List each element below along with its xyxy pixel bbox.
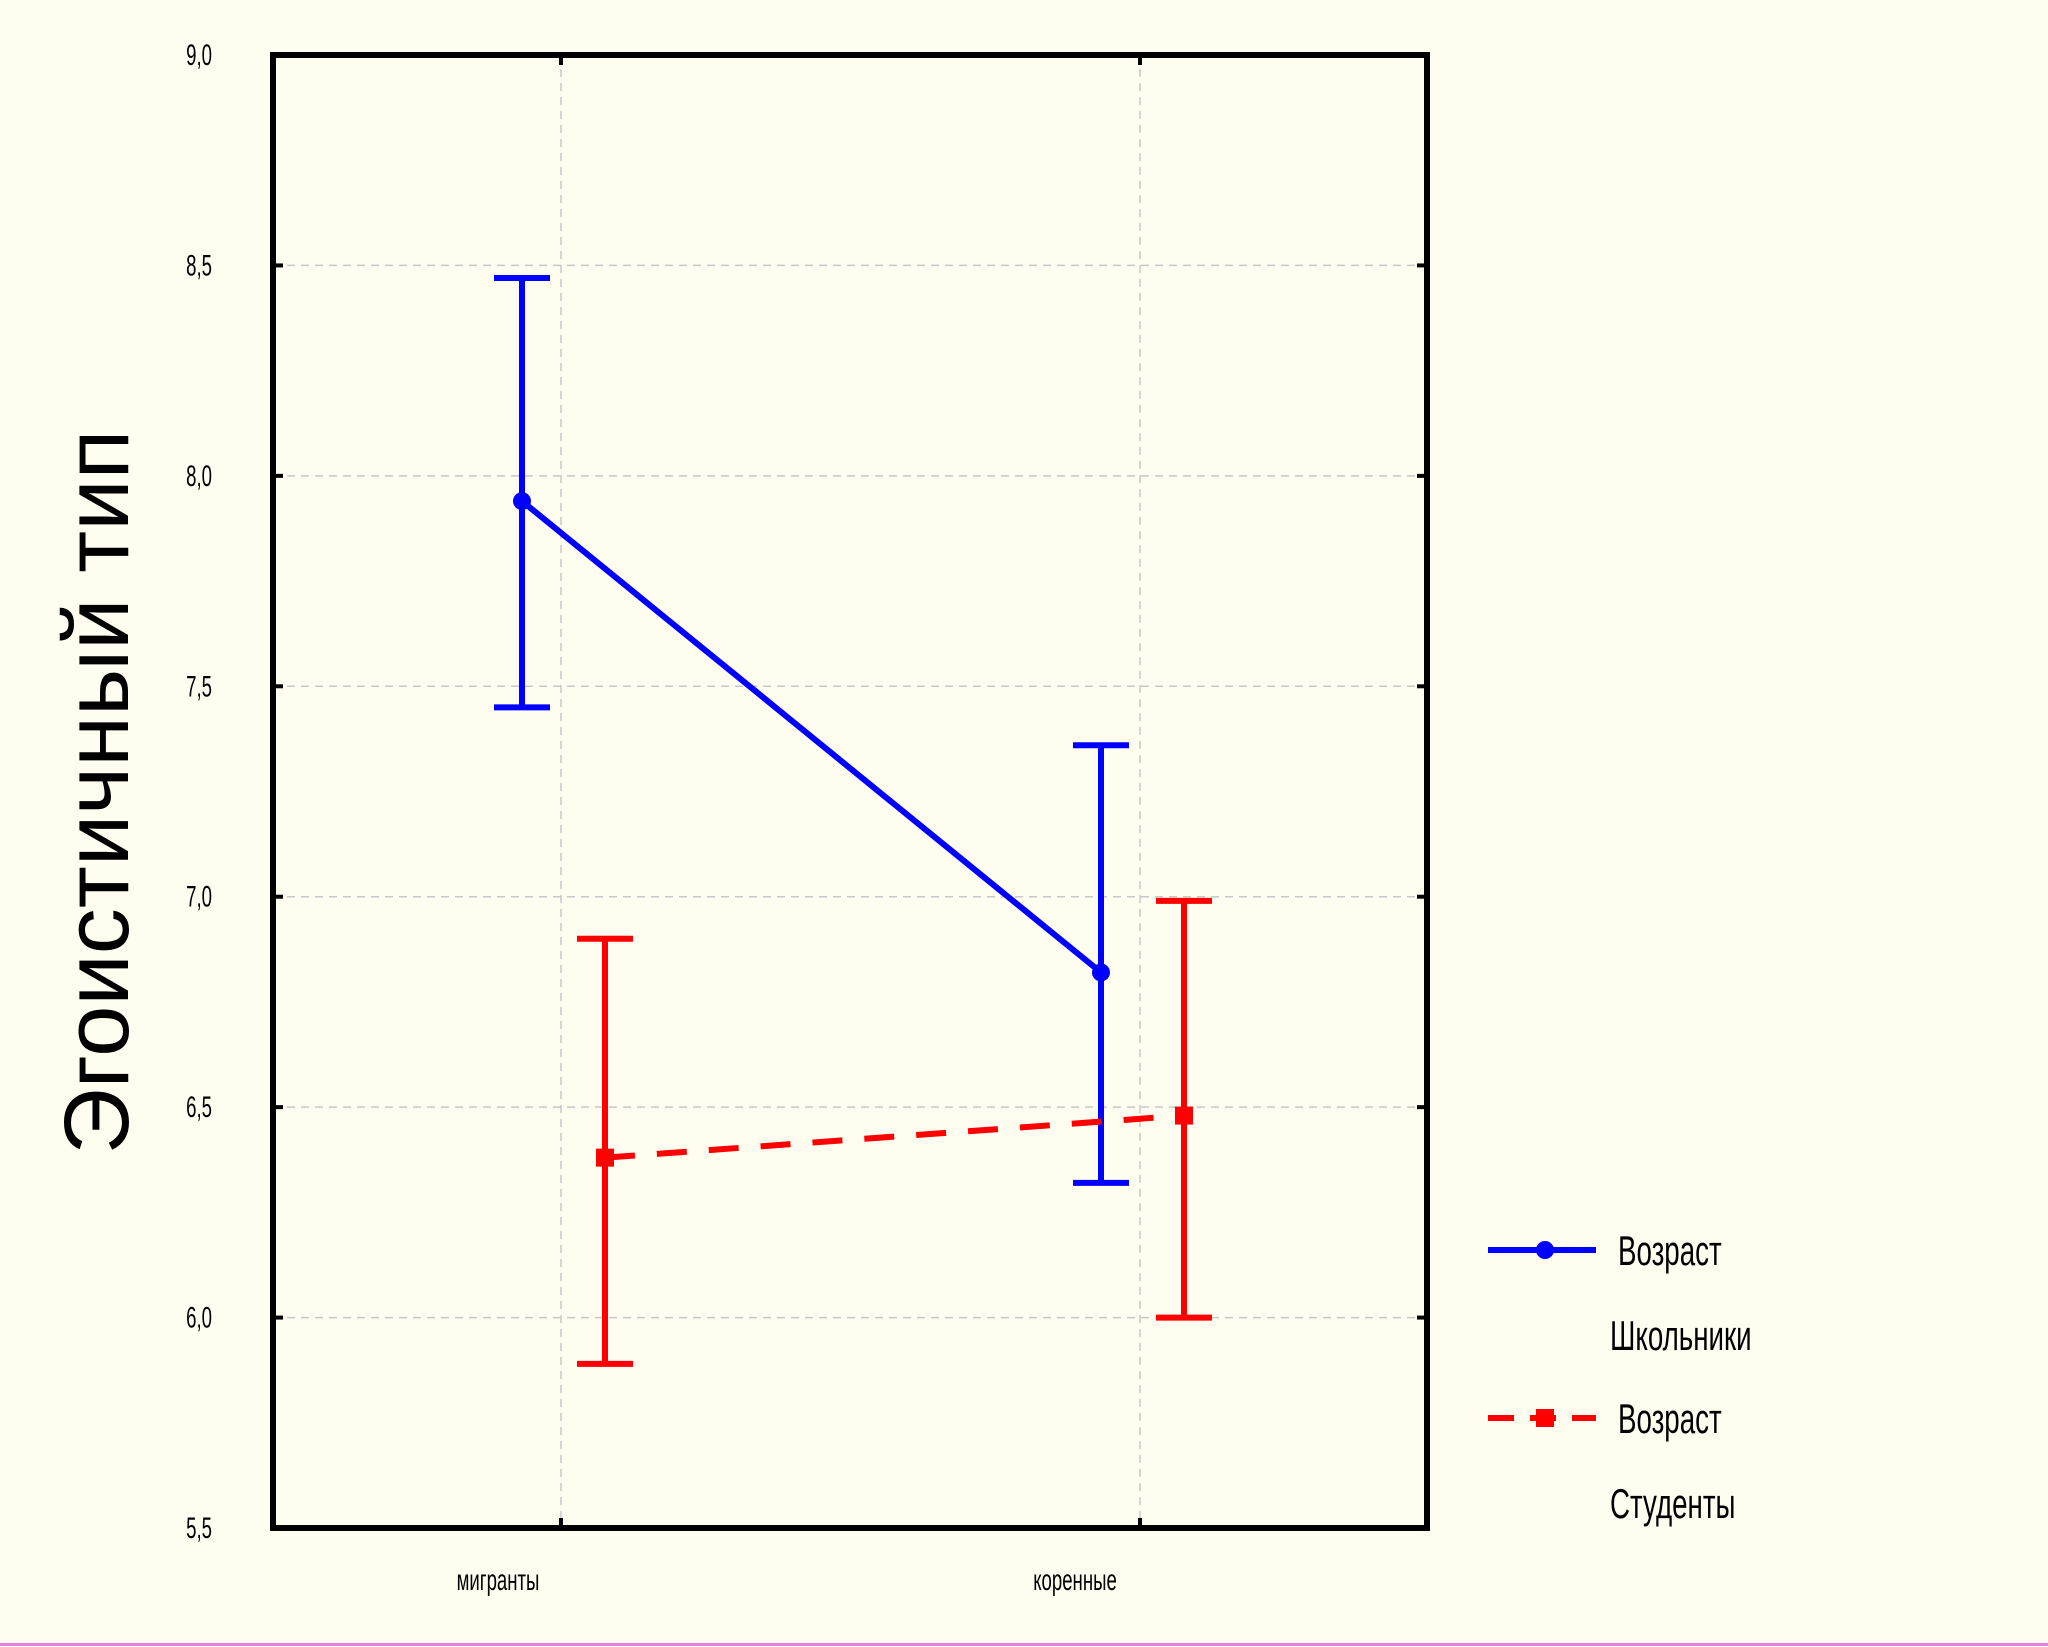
data-point (596, 1148, 614, 1167)
legend-item-1: Возраст Школьники (1488, 1227, 1752, 1359)
series-line (520, 498, 1103, 975)
y-axis-label: Эгоистичный тип (46, 430, 148, 1155)
legend-marker (1536, 1409, 1554, 1427)
data-point (513, 492, 531, 511)
data-point (1175, 1106, 1193, 1125)
series-1 (494, 275, 1129, 1186)
y-tick-label: 5,5 (186, 1512, 212, 1546)
legend: Возраст Школьники Возраст Студенты (1488, 1227, 1752, 1527)
series-2 (577, 897, 1212, 1367)
legend-header: Возраст (1618, 1227, 1722, 1274)
legend-item-2: Возраст Студенты (1488, 1395, 1735, 1527)
y-tick-label: 7,5 (186, 670, 212, 704)
y-tick-label: 6,0 (186, 1301, 212, 1335)
legend-label: Школьники (1610, 1312, 1752, 1359)
y-tick-label: 8,5 (186, 249, 212, 283)
y-tick-label: 7,0 (186, 880, 212, 914)
y-tick-label: 9,0 (186, 39, 212, 73)
series-group (494, 275, 1212, 1367)
legend-label: Студенты (1610, 1480, 1735, 1527)
x-tick-label: мигранты (457, 1564, 540, 1598)
legend-header: Возраст (1618, 1395, 1722, 1442)
data-point (1092, 963, 1110, 982)
axis-ticks (273, 53, 1427, 1530)
y-tick-label: 8,0 (186, 459, 212, 493)
plot-frame (270, 52, 1430, 1531)
legend-marker (1536, 1241, 1554, 1259)
x-tick-label: коренные (1033, 1564, 1117, 1598)
bottom-divider (0, 1643, 2048, 1646)
series-line (604, 1112, 1185, 1161)
x-tick-labels: мигранты коренные (457, 1564, 1117, 1598)
grid-lines (273, 55, 1427, 1528)
y-tick-labels: 5,5 6,0 6,5 7,0 7,5 8,0 8,5 9,0 (186, 39, 212, 1546)
y-tick-label: 6,5 (186, 1091, 212, 1125)
